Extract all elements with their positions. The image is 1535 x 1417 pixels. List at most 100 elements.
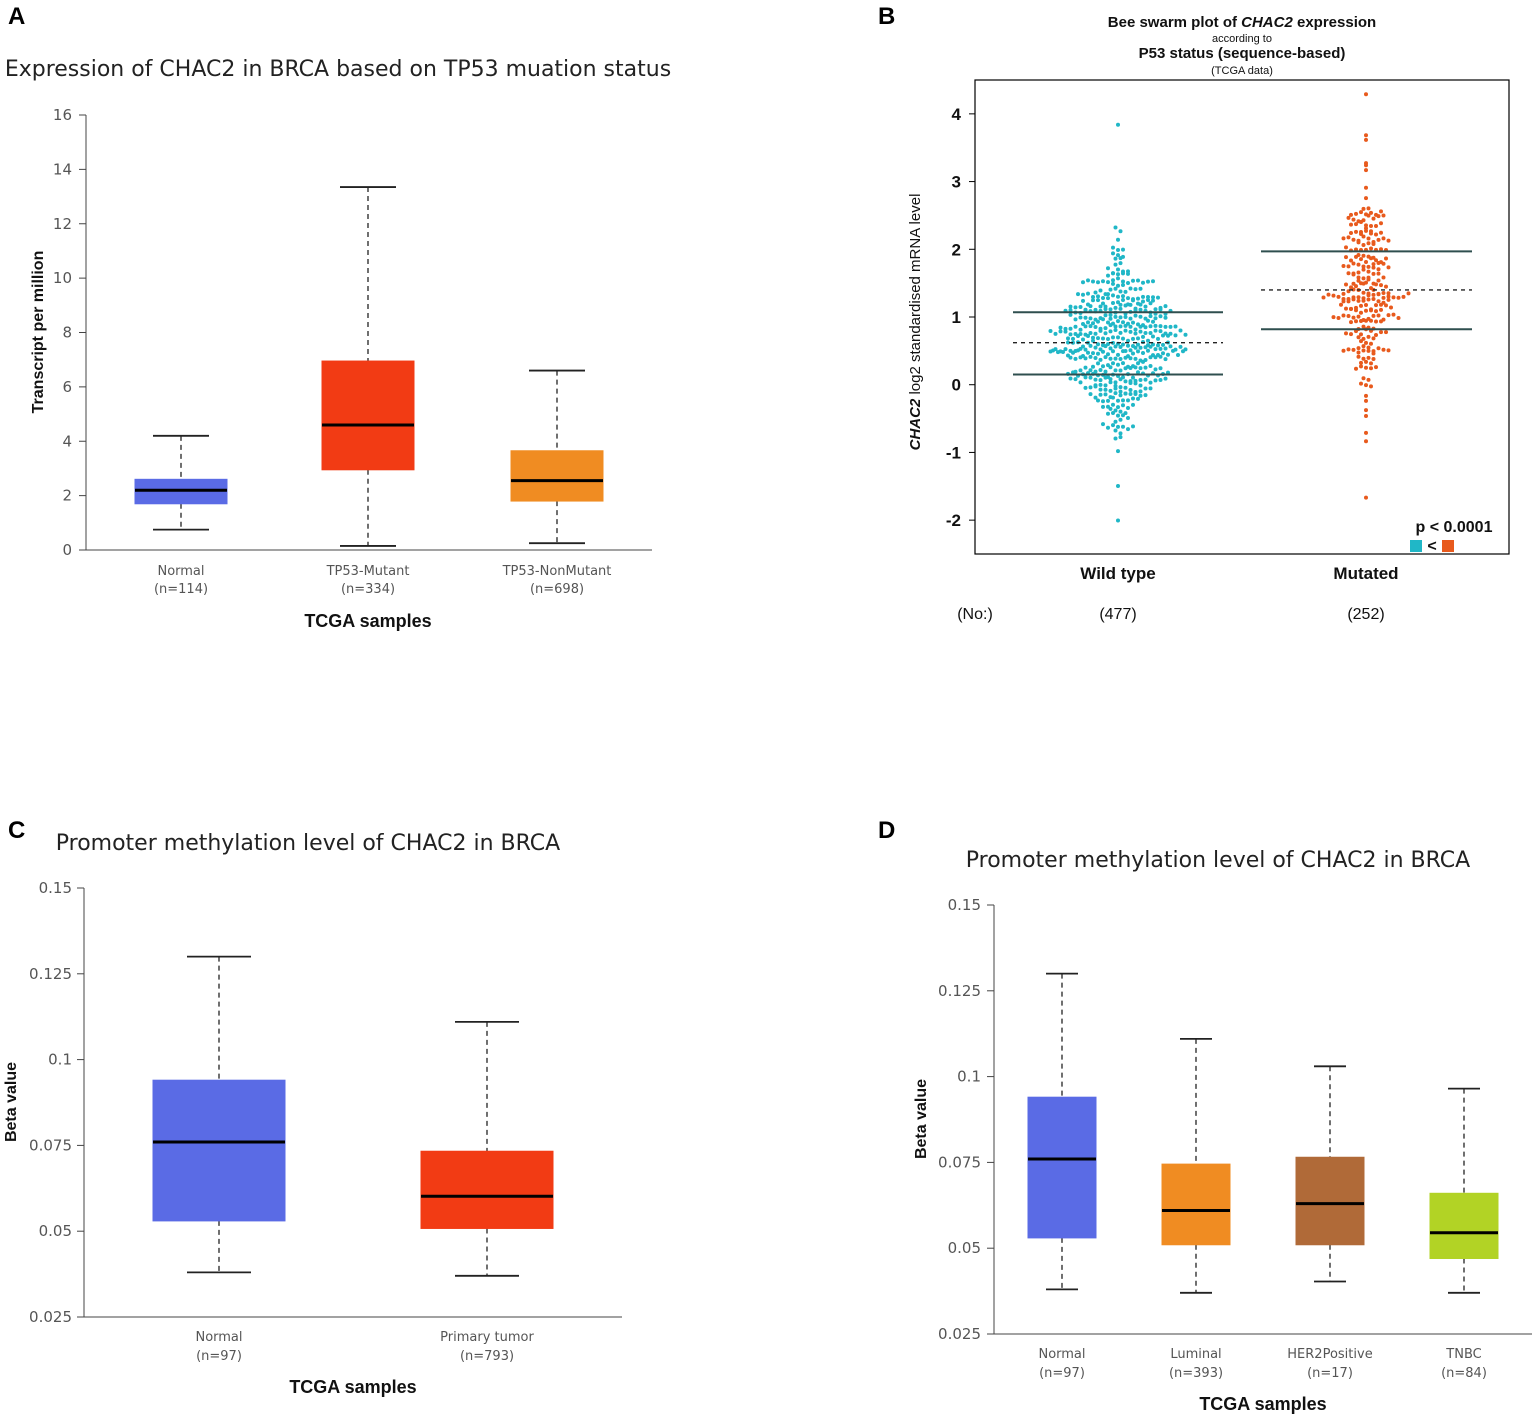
- data-point: [1364, 196, 1368, 201]
- data-point: [1106, 273, 1110, 278]
- data-point: [1366, 377, 1371, 382]
- data-point: [1118, 435, 1123, 440]
- data-point: [1138, 324, 1143, 329]
- data-point: [1364, 393, 1368, 398]
- data-point: [1111, 349, 1115, 354]
- data-point: [1359, 381, 1363, 386]
- data-point: [1153, 316, 1158, 321]
- data-point: [1384, 330, 1388, 335]
- data-point: [1118, 368, 1123, 373]
- data-point: [1346, 264, 1351, 269]
- data-point: [1361, 206, 1366, 211]
- data-point: [1361, 242, 1366, 247]
- data-point: [1098, 328, 1103, 333]
- data-point: [1078, 327, 1083, 332]
- data-point: [1096, 336, 1100, 341]
- data-point: [1364, 137, 1368, 142]
- data-point: [1103, 355, 1108, 360]
- data-point: [1361, 356, 1366, 361]
- category-label: TP53-Mutant: [326, 564, 410, 579]
- data-point: [1384, 256, 1388, 261]
- data-point: [1361, 298, 1366, 303]
- panel-b-title-line4: (TCGA data): [1211, 65, 1273, 77]
- data-point: [1366, 213, 1371, 218]
- panel-b-title-line2: according to: [1212, 33, 1272, 45]
- data-point: [1143, 331, 1148, 336]
- data-point: [1078, 380, 1083, 385]
- data-point: [1118, 261, 1123, 266]
- data-point: [1341, 299, 1346, 304]
- y-tick-label: 12: [53, 215, 72, 233]
- data-point: [1098, 378, 1103, 383]
- data-point: [1128, 391, 1133, 396]
- data-point: [1068, 308, 1073, 313]
- category-n-label: (n=97): [196, 1349, 242, 1364]
- data-point: [1379, 230, 1383, 235]
- y-tick-label: 0.05: [948, 1239, 981, 1257]
- data-point: [1116, 518, 1120, 523]
- data-point: [1131, 336, 1135, 341]
- data-point: [1073, 356, 1078, 361]
- y-tick-label: 0.125: [938, 982, 981, 1000]
- data-point: [1106, 336, 1110, 341]
- data-point: [1131, 278, 1135, 283]
- data-point: [1121, 398, 1125, 403]
- data-point: [1374, 223, 1378, 228]
- data-point: [1364, 280, 1368, 285]
- data-point: [1138, 329, 1143, 334]
- data-point: [1096, 280, 1100, 285]
- data-point: [1171, 348, 1175, 353]
- data-point: [1083, 375, 1088, 380]
- data-point: [1379, 307, 1383, 312]
- data-point: [1321, 295, 1326, 300]
- data-point: [1136, 370, 1140, 375]
- data-point: [1354, 211, 1358, 216]
- panel-d-y-axis-label: Beta value: [913, 1079, 930, 1159]
- data-point: [1381, 261, 1386, 266]
- panel-label-c: C: [8, 817, 25, 844]
- data-point: [1371, 265, 1376, 270]
- data-point: [1076, 334, 1080, 339]
- data-point: [1118, 356, 1123, 361]
- data-point: [1359, 210, 1363, 215]
- data-point: [1108, 316, 1113, 321]
- data-point: [1136, 278, 1140, 283]
- data-point: [1371, 216, 1376, 221]
- data-point: [1351, 272, 1356, 277]
- data-point: [1101, 301, 1105, 306]
- data-point: [1366, 293, 1371, 298]
- data-point: [1108, 388, 1113, 393]
- data-point: [1346, 313, 1351, 318]
- data-point: [1118, 385, 1123, 390]
- data-point: [1126, 338, 1130, 343]
- data-point: [1101, 317, 1105, 322]
- data-point: [1121, 349, 1125, 354]
- data-point: [1131, 320, 1135, 325]
- data-point: [1108, 380, 1113, 385]
- data-point: [1126, 296, 1130, 301]
- data-point: [1354, 254, 1358, 259]
- data-point: [1374, 332, 1378, 337]
- box-normal: Normal (n=114): [134, 434, 228, 597]
- data-point: [1068, 332, 1073, 337]
- data-point: [1133, 391, 1138, 396]
- y-tick-label: 2: [952, 240, 961, 259]
- data-point: [1141, 359, 1145, 364]
- data-point: [1163, 346, 1168, 351]
- data-point: [1141, 280, 1145, 285]
- data-point: [1128, 356, 1133, 361]
- data-point: [1381, 213, 1386, 218]
- data-point: [1371, 262, 1376, 267]
- data-point: [1344, 255, 1348, 260]
- data-point: [1158, 346, 1163, 351]
- data-point: [1096, 398, 1100, 403]
- data-point: [1379, 209, 1383, 214]
- data-point: [1123, 385, 1128, 390]
- data-point: [1118, 377, 1123, 382]
- data-point: [1366, 206, 1371, 211]
- y-tick-label: 0.025: [29, 1308, 72, 1326]
- data-point: [1113, 436, 1118, 441]
- data-point: [1151, 334, 1155, 339]
- data-point: [1143, 377, 1148, 382]
- data-point: [1138, 366, 1143, 371]
